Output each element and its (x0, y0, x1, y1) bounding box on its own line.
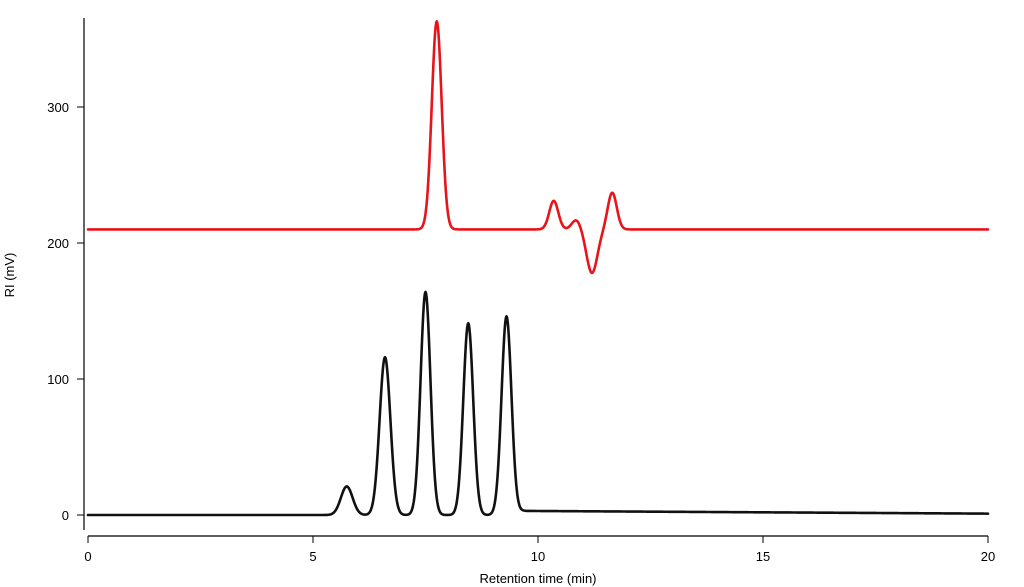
x-axis-title: Retention time (min) (479, 571, 596, 586)
y-tick-label: 300 (47, 100, 69, 115)
x-axis-ticks: 0 5 10 15 20 (84, 536, 995, 564)
x-tick-label: 20 (981, 549, 995, 564)
y-tick-label: 200 (47, 236, 69, 251)
x-tick-label: 5 (309, 549, 316, 564)
y-axis-title: RI (mV) (2, 253, 17, 298)
x-tick-label: 15 (756, 549, 770, 564)
y-axis-ticks: 0 100 200 300 (47, 100, 84, 523)
plot-traces (86, 20, 990, 517)
y-tick-label: 100 (47, 372, 69, 387)
black-trace-line (86, 290, 990, 517)
y-tick-label: 0 (62, 508, 69, 523)
red-trace-line (86, 20, 990, 275)
x-tick-label: 0 (84, 549, 91, 564)
x-tick-label: 10 (531, 549, 545, 564)
